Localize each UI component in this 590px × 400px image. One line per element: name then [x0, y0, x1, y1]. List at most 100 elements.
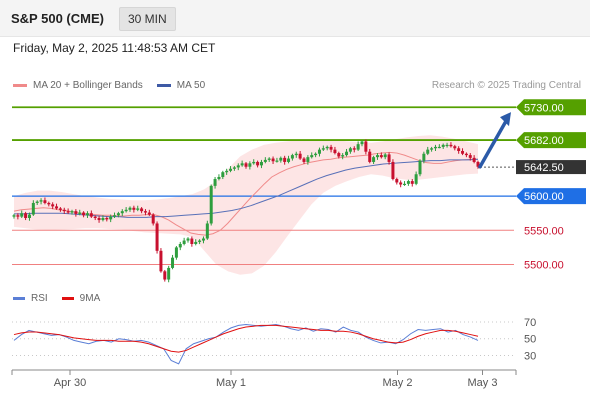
candle [298, 151, 302, 160]
candle [314, 152, 318, 158]
candle-body [109, 216, 113, 220]
x-tick-label: Apr 30 [54, 377, 86, 389]
candle-body [364, 141, 368, 152]
candle-body [186, 238, 190, 241]
candle-body [24, 213, 28, 219]
rsi-line [13, 324, 479, 365]
candle-body [387, 154, 391, 162]
candle-body [375, 155, 379, 158]
candle [306, 155, 310, 165]
candle-body [159, 250, 163, 272]
candle-body [116, 213, 120, 216]
resistance-tag [516, 132, 586, 149]
candle-body [128, 207, 132, 210]
candle [352, 146, 356, 153]
legend-rsi-ma-label: 9MA [79, 293, 101, 304]
candle-body [449, 144, 453, 147]
candle [155, 221, 159, 254]
candle [430, 146, 434, 152]
candle-body [294, 153, 298, 156]
candle-body [101, 218, 105, 221]
candle-body [171, 257, 175, 268]
candle [275, 157, 279, 163]
rsi-legend: RSI 9MA [13, 293, 114, 304]
candle-body [345, 151, 349, 156]
candle-body [225, 170, 229, 173]
legend-rsi: RSI [13, 293, 48, 304]
candle-body [461, 151, 465, 154]
candle-body [51, 204, 55, 207]
candle-body [418, 160, 422, 175]
legend-rsi-label: RSI [31, 293, 48, 304]
candle-body [209, 185, 213, 224]
candle [232, 166, 236, 171]
candle-body [43, 200, 47, 203]
candle-body [298, 153, 302, 159]
candle [105, 216, 109, 222]
candle [182, 237, 186, 246]
candle [333, 146, 337, 155]
candle-body [217, 176, 221, 180]
candle [391, 159, 395, 181]
candle-body [244, 163, 248, 167]
candle [453, 144, 457, 151]
candle [348, 146, 352, 154]
candle-body [395, 179, 399, 183]
legend-ma20: MA 20 + Bollinger Bands [13, 80, 143, 91]
candle [62, 207, 66, 214]
candle-body [403, 183, 407, 186]
candle-body [205, 223, 209, 239]
candle [120, 209, 124, 216]
candle [329, 144, 333, 153]
candle-body [348, 148, 352, 152]
candle-body [290, 155, 294, 159]
candle-body [329, 146, 333, 150]
candle [93, 215, 97, 221]
candles-layer [12, 139, 480, 283]
candle-body [259, 161, 263, 166]
candle-body [476, 161, 480, 167]
candle-body [93, 216, 97, 219]
candle-body [47, 202, 51, 205]
candle [406, 179, 410, 186]
candle-body [410, 181, 414, 184]
candle [375, 153, 379, 160]
candle [174, 246, 178, 260]
candle-body [20, 213, 24, 217]
candle [410, 179, 414, 187]
candle-body [414, 174, 418, 184]
candle [217, 174, 221, 181]
candle-body [337, 153, 341, 157]
candle-body [457, 148, 461, 152]
candle [468, 153, 472, 161]
candle-body [283, 157, 287, 162]
candle-body [190, 238, 194, 244]
candle [267, 157, 271, 162]
candle-body [356, 144, 360, 150]
candle [209, 184, 213, 226]
candle-body [341, 155, 345, 157]
candle [55, 203, 59, 210]
price-legend: MA 20 + Bollinger Bands MA 50 [13, 80, 219, 91]
candle [461, 148, 465, 156]
candle-body [39, 200, 43, 202]
candle-body [194, 241, 198, 244]
timeframe-badge[interactable]: 30 MIN [119, 7, 176, 31]
candle-body [426, 149, 430, 154]
candle [418, 159, 422, 177]
candle-body [147, 212, 151, 215]
candle-body [182, 240, 186, 244]
candle [445, 142, 449, 148]
candle [27, 212, 31, 221]
candle [426, 146, 430, 156]
candle-body [422, 153, 426, 161]
candle [51, 202, 55, 210]
candle-body [317, 149, 321, 154]
candle [109, 214, 113, 223]
candle [279, 156, 283, 163]
candle [74, 209, 78, 217]
candle-body [391, 161, 395, 180]
rsi-panel: 70 50 30 [12, 317, 536, 365]
candle [167, 265, 171, 283]
